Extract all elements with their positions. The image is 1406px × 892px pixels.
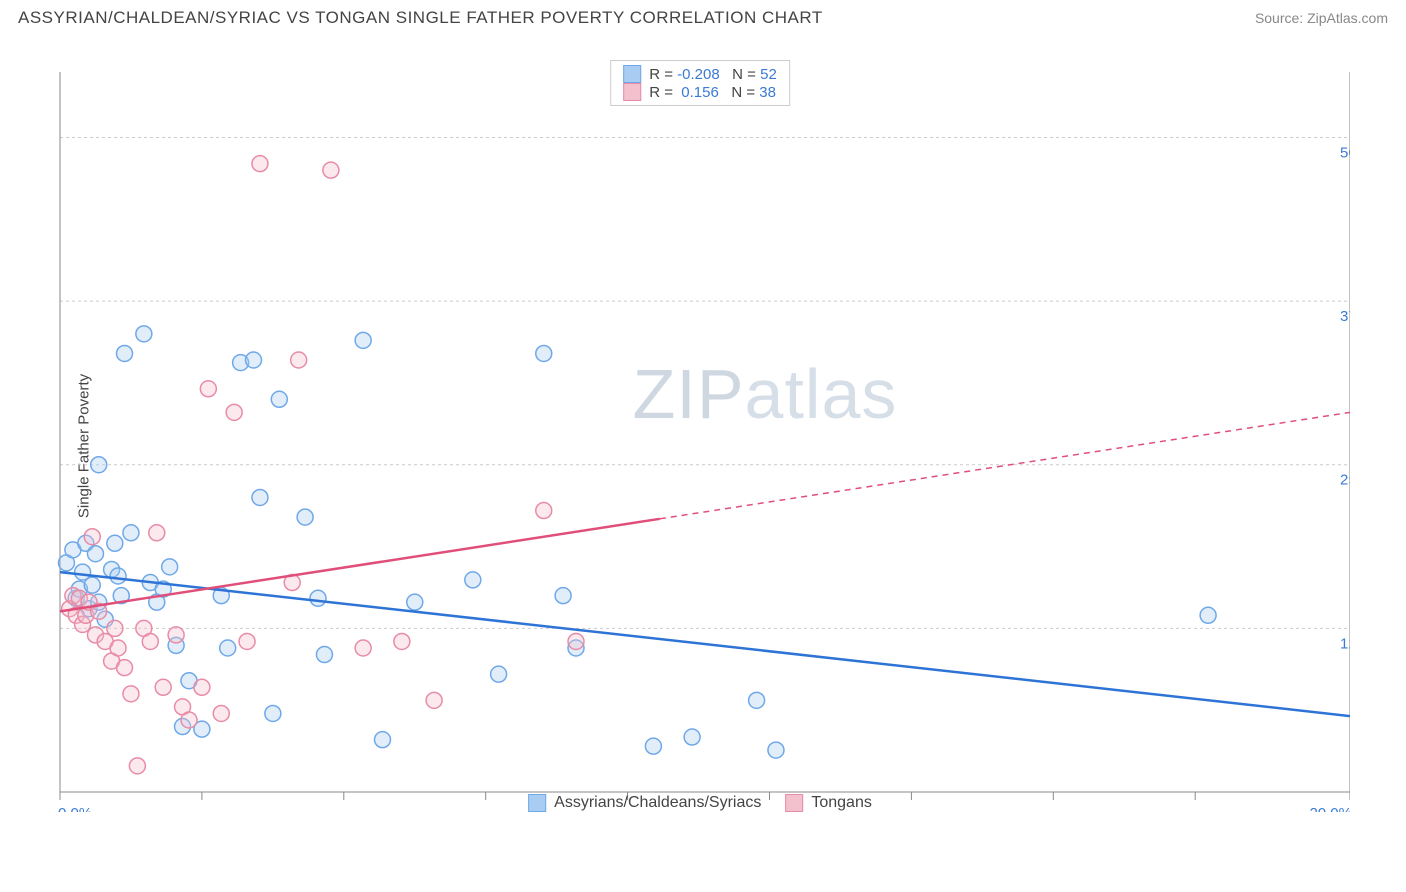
data-point <box>84 529 100 545</box>
svg-text:12.5%: 12.5% <box>1340 635 1350 652</box>
data-point <box>355 640 371 656</box>
legend-label: Tongans <box>811 794 872 812</box>
data-point <box>271 391 287 407</box>
data-point <box>246 352 262 368</box>
data-point <box>142 633 158 649</box>
data-point <box>265 705 281 721</box>
data-point <box>355 332 371 348</box>
data-point <box>252 156 268 172</box>
legend-row: R = -0.208 N = 52 <box>623 65 777 83</box>
data-point <box>123 525 139 541</box>
data-point <box>200 381 216 397</box>
series-legend: Assyrians/Chaldeans/Syriacs Tongans <box>528 794 872 812</box>
legend-swatch <box>623 83 641 101</box>
data-point <box>491 666 507 682</box>
svg-text:50.0%: 50.0% <box>1340 144 1350 161</box>
data-point <box>536 503 552 519</box>
legend-item: Assyrians/Chaldeans/Syriacs <box>528 794 761 812</box>
legend-row: R = 0.156 N = 38 <box>623 83 777 101</box>
data-point <box>194 679 210 695</box>
data-point <box>149 525 165 541</box>
legend-item: Tongans <box>785 794 872 812</box>
data-point <box>252 489 268 505</box>
legend-swatch <box>785 794 803 812</box>
data-point <box>1200 607 1216 623</box>
trend-line-dashed <box>660 412 1350 518</box>
svg-text:25.0%: 25.0% <box>1340 472 1350 489</box>
data-point <box>123 686 139 702</box>
data-point <box>181 712 197 728</box>
svg-text:37.5%: 37.5% <box>1340 308 1350 325</box>
data-point <box>155 679 171 695</box>
data-point <box>394 633 410 649</box>
data-point <box>239 633 255 649</box>
data-point <box>168 627 184 643</box>
data-point <box>220 640 236 656</box>
data-point <box>555 588 571 604</box>
data-point <box>213 705 229 721</box>
data-point <box>291 352 307 368</box>
data-point <box>162 559 178 575</box>
data-point <box>136 326 152 342</box>
chart-svg: 12.5% 25.0% 37.5% 50.0% 0.0% 20.0% <box>50 52 1350 812</box>
data-point <box>84 577 100 593</box>
correlation-legend: R = -0.208 N = 52R = 0.156 N = 38 <box>610 60 790 106</box>
legend-swatch <box>623 65 641 83</box>
legend-swatch <box>528 794 546 812</box>
data-point <box>226 404 242 420</box>
data-point <box>297 509 313 525</box>
chart-title: ASSYRIAN/CHALDEAN/SYRIAC VS TONGAN SINGL… <box>18 8 823 28</box>
data-point <box>323 162 339 178</box>
data-point <box>375 732 391 748</box>
data-point <box>407 594 423 610</box>
data-point <box>117 660 133 676</box>
legend-label: Assyrians/Chaldeans/Syriacs <box>554 794 761 812</box>
source-label: Source: ZipAtlas.com <box>1255 10 1388 26</box>
data-point <box>465 572 481 588</box>
data-point <box>110 568 126 584</box>
data-point <box>749 692 765 708</box>
data-point <box>568 633 584 649</box>
data-point <box>426 692 442 708</box>
data-point <box>645 738 661 754</box>
data-point <box>310 590 326 606</box>
data-point <box>117 345 133 361</box>
data-point <box>129 758 145 774</box>
data-point <box>110 640 126 656</box>
data-point <box>316 647 332 663</box>
data-point <box>768 742 784 758</box>
data-point <box>87 546 103 562</box>
data-point <box>91 457 107 473</box>
svg-text:20.0%: 20.0% <box>1309 805 1350 812</box>
data-point <box>107 620 123 636</box>
data-point <box>536 345 552 361</box>
plot-area: 12.5%25.0%37.5%50.0%0.0%20.0% ZIPatlas R… <box>50 52 1350 812</box>
data-point <box>107 535 123 551</box>
svg-text:0.0%: 0.0% <box>58 805 92 812</box>
data-point <box>684 729 700 745</box>
